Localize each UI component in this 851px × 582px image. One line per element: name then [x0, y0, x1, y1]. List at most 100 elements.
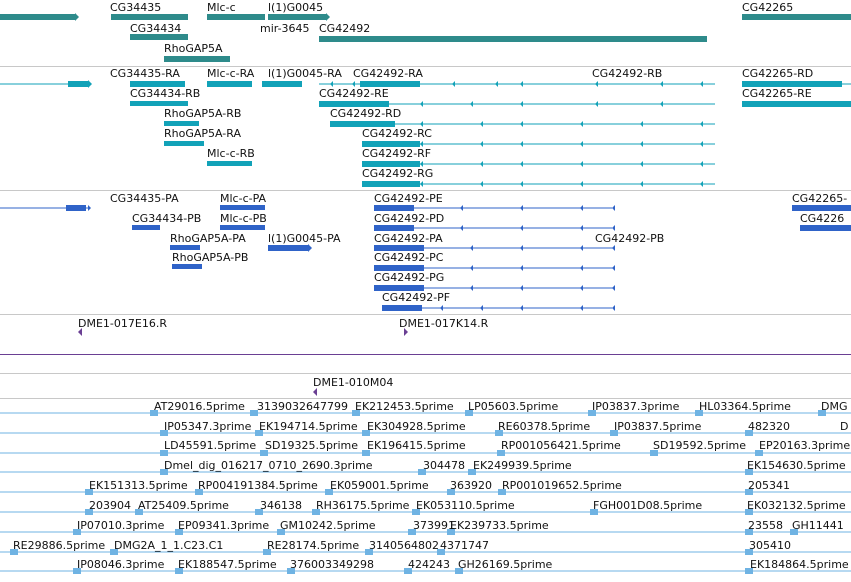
- proteins-label[interactable]: CG42492-PD: [374, 212, 445, 225]
- transcript-cg42492-rc-strand-arrow[interactable]: [520, 141, 523, 147]
- transcript-cg42492-rc-strand-arrow[interactable]: [640, 141, 643, 147]
- protein-l1g0045-pa-arrow[interactable]: [308, 244, 312, 252]
- transcript-cg42492-rg-exon[interactable]: [362, 181, 420, 187]
- est-mark-25[interactable]: [325, 489, 333, 495]
- protein-cg42492-pg-strand-arrow[interactable]: [580, 285, 583, 291]
- transcript-cg42492-re-exon[interactable]: [319, 101, 389, 107]
- protein-cg42492-pa-strand-arrow[interactable]: [580, 245, 583, 251]
- gene-l1g0045-bar[interactable]: [268, 14, 326, 20]
- transcript-cg42492-rf-strand-arrow[interactable]: [520, 161, 523, 167]
- transcripts-label[interactable]: CG42492-RC: [362, 127, 432, 140]
- transcript-cg42492-rd-exon[interactable]: [330, 121, 395, 127]
- protein-cg42492-pe-strand-arrow[interactable]: [520, 205, 523, 211]
- est-mark-28[interactable]: [745, 489, 753, 495]
- protein-cg42492-pe-strand-arrow[interactable]: [612, 205, 615, 211]
- protein-cg42492-pc-strand-arrow[interactable]: [470, 265, 473, 271]
- protein-cg42492-pa-strand-arrow[interactable]: [520, 245, 523, 251]
- transcripts-label[interactable]: l(1)G0045-RA: [268, 67, 342, 80]
- est-mark-39[interactable]: [408, 529, 416, 535]
- ests-label[interactable]: LD45591.5prime: [164, 439, 257, 452]
- est-mark-51[interactable]: [287, 568, 295, 574]
- genes-label[interactable]: l(1)G0045: [268, 1, 324, 14]
- transcript-cg42492-rf-strand-arrow[interactable]: [700, 161, 703, 167]
- transcript-cg34435-ra-exon[interactable]: [68, 81, 88, 87]
- est-mark-44[interactable]: [110, 549, 118, 555]
- ests-label[interactable]: EK194714.5prime: [259, 420, 358, 433]
- ests-label[interactable]: 4371747: [440, 539, 489, 552]
- est-mark-40[interactable]: [447, 529, 455, 535]
- transcript-cg42265-re-exon[interactable]: [742, 101, 851, 107]
- transcript-cg42492-rg-strand-arrow[interactable]: [580, 181, 583, 187]
- ests-label[interactable]: 304478: [423, 459, 465, 472]
- transcript-cg42492-rd-strand-arrow[interactable]: [420, 121, 423, 127]
- protein-cg42492-pe-exon[interactable]: [374, 205, 414, 211]
- est-mark-36[interactable]: [73, 529, 81, 535]
- gene-mlc-c-bar[interactable]: [207, 14, 265, 20]
- transcript-cg42492-ra-strand-arrow[interactable]: [452, 81, 455, 87]
- ests-label[interactable]: EK032132.5prime: [747, 499, 846, 512]
- ests-label[interactable]: RP001056421.5prime: [501, 439, 621, 452]
- proteins-label[interactable]: CG42492-PA: [374, 232, 443, 245]
- ests-label[interactable]: 23558: [748, 519, 783, 532]
- ests-label[interactable]: EK059001.5prime: [330, 479, 429, 492]
- proteins-label[interactable]: CG42492-PC: [374, 251, 444, 264]
- est-mark-33[interactable]: [412, 509, 420, 515]
- protein-cg42492-pf-strand-arrow[interactable]: [580, 305, 583, 311]
- genes-label[interactable]: Mlc-c: [207, 1, 236, 14]
- transcript-cg42492-rc-exon[interactable]: [362, 141, 420, 147]
- protein-cg42492-pa-exon[interactable]: [374, 245, 424, 251]
- ests-label[interactable]: GH26169.5prime: [458, 558, 553, 571]
- est-mark-50[interactable]: [175, 568, 183, 574]
- ests-label[interactable]: GM10242.5prime: [280, 519, 376, 532]
- ests-label[interactable]: LP05603.5prime: [468, 400, 559, 413]
- transcripts-label[interactable]: RhoGAP5A-RB: [164, 107, 242, 120]
- transcripts-label[interactable]: CG42492-RB: [592, 67, 663, 80]
- ests-label[interactable]: 373991: [413, 519, 455, 532]
- ests-label[interactable]: AT29016.5prime: [154, 400, 245, 413]
- ests-label[interactable]: 3139032647799: [257, 400, 348, 413]
- gene-l1g0045-bar-arrow[interactable]: [326, 13, 330, 21]
- est-mark-47[interactable]: [437, 549, 445, 555]
- transcript-l1g0045-ra-exon[interactable]: [262, 81, 302, 87]
- proteins-label[interactable]: Mlc-c-PA: [220, 192, 267, 205]
- ests-label[interactable]: 482320: [748, 420, 790, 433]
- transcript-cg42492-ra-strand-arrow[interactable]: [352, 81, 355, 87]
- est-mark-30[interactable]: [135, 509, 143, 515]
- ests-label[interactable]: HL03364.5prime: [699, 400, 791, 413]
- est-mark-43[interactable]: [10, 549, 18, 555]
- protein-cg42492-pf-strand-arrow[interactable]: [612, 305, 615, 311]
- protein-cg42492-pa-strand-arrow[interactable]: [612, 245, 615, 251]
- protein-cg42492-pc-exon[interactable]: [374, 265, 424, 271]
- est-mark-46[interactable]: [365, 549, 373, 555]
- protein-cg42492-pg-strand-arrow[interactable]: [470, 285, 473, 291]
- est-mark-41[interactable]: [745, 529, 753, 535]
- transcripts-label[interactable]: CG42492-RE: [319, 87, 389, 100]
- protein-cg42492-pd-strand-arrow[interactable]: [580, 225, 583, 231]
- transcript-cg42492-ra-strand-arrow[interactable]: [700, 81, 703, 87]
- est-mark-2[interactable]: [352, 410, 360, 416]
- transcript-cg42492-re-strand-arrow[interactable]: [660, 101, 663, 107]
- est-mark-54[interactable]: [745, 568, 753, 574]
- proteins-label[interactable]: CG34435-PA: [110, 192, 179, 205]
- est-mark-13[interactable]: [160, 450, 168, 456]
- gene-cg42265-bar[interactable]: [742, 14, 851, 20]
- transcript-cg42492-rd-strand-arrow[interactable]: [700, 121, 703, 127]
- ests-label[interactable]: IP03837.5prime: [614, 420, 702, 433]
- transcript-cg42492-ra-strand-arrow[interactable]: [520, 81, 523, 87]
- ests-label[interactable]: EK212453.5prime: [355, 400, 454, 413]
- transcripts-label[interactable]: CG42492-RD: [330, 107, 402, 120]
- est-mark-16[interactable]: [497, 450, 505, 456]
- ests-label[interactable]: EK151313.5prime: [89, 479, 188, 492]
- ests-label[interactable]: Dmel_dig_016217_0710_2690.3prime: [164, 459, 373, 472]
- protein-rhogap5a-pa-exon[interactable]: [170, 245, 200, 250]
- clones-a-label[interactable]: DME1-017E16.R: [78, 317, 167, 330]
- gene-rhogap5a-bar[interactable]: [164, 56, 230, 62]
- genes-label[interactable]: CG34434: [130, 22, 182, 35]
- transcript-cg42492-rf-strand-arrow[interactable]: [480, 161, 483, 167]
- transcript-cg42492-ra-strand-arrow[interactable]: [660, 81, 663, 87]
- est-mark-5[interactable]: [695, 410, 703, 416]
- transcript-cg42492-rc-strand-arrow[interactable]: [700, 141, 703, 147]
- clone-dme1-010m04-mark[interactable]: [313, 388, 317, 396]
- protein-cg42492-pd-strand-arrow[interactable]: [460, 225, 463, 231]
- protein-cg34434-pb-exon[interactable]: [132, 225, 160, 230]
